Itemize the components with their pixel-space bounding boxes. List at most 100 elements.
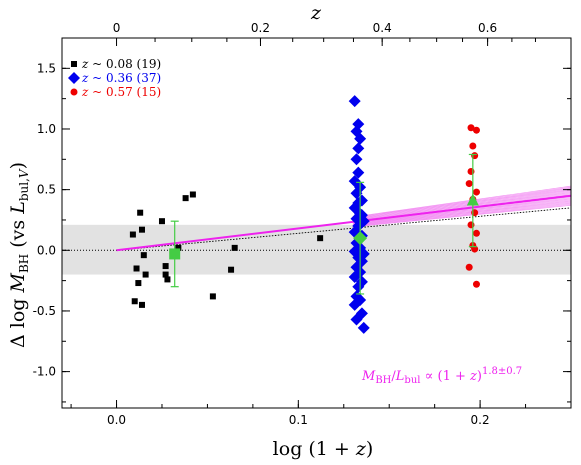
data-point <box>472 280 480 288</box>
data-point <box>348 298 361 311</box>
data-point <box>467 167 475 175</box>
data-point <box>158 218 165 225</box>
y-tick-label: 0.5 <box>37 183 56 197</box>
data-point <box>142 271 149 278</box>
data-point <box>350 313 363 326</box>
x-tick-label: 0.0 <box>107 413 126 427</box>
axes-layer: 0.0 0.1 0.2 0 0.2 0.4 0.6 -1.0 -0.5 0.0 0.5 1.0 1.5 <box>33 21 572 427</box>
fit-uncertainty-hatch <box>352 203 571 227</box>
top-axis-title: z <box>310 2 322 24</box>
reference-line <box>116 207 571 251</box>
data-point <box>317 235 324 242</box>
data-point <box>348 270 361 283</box>
fit-uncertainty-hatch <box>352 193 571 222</box>
x-tick-label: 0.1 <box>289 413 308 427</box>
top-tick-label: 0.2 <box>251 21 270 35</box>
data-point <box>465 180 473 188</box>
data-point <box>228 266 235 273</box>
data-point <box>129 231 136 238</box>
data-point <box>131 298 138 305</box>
data-point <box>469 142 477 150</box>
legend-entry: z ~ 0.57 (15) <box>81 85 161 99</box>
data-point <box>209 293 216 300</box>
data-point <box>467 221 475 229</box>
data-point <box>135 280 142 287</box>
top-tick-label: 0.6 <box>478 21 497 35</box>
data-point <box>472 229 480 237</box>
data-point <box>471 245 479 253</box>
y-tick-label: 1.0 <box>37 122 56 136</box>
fit-uncertainty-hatch <box>352 188 571 219</box>
data-point <box>137 209 144 216</box>
data-point <box>348 95 361 108</box>
fit-uncertainty-hatch <box>352 200 571 226</box>
data-point <box>348 245 361 258</box>
fit-uncertainty-hatch <box>352 201 571 226</box>
y-axis-title: Δ log MBH (vs Lbul,V) <box>7 162 31 348</box>
fit-uncertainty-hatch <box>352 191 571 221</box>
y-tick-label: 1.5 <box>37 61 56 75</box>
fit-uncertainty-hatch <box>352 202 571 227</box>
data-point <box>352 118 365 131</box>
data-point <box>355 209 368 222</box>
fit-uncertainty-hatch <box>352 204 571 228</box>
data-point <box>140 252 147 259</box>
relation-annotation: MBH/Lbul ∝ (1 + z)1.8±0.7 <box>361 366 522 386</box>
data-point <box>354 132 367 145</box>
data-point <box>350 187 363 200</box>
plot-frame <box>61 37 572 409</box>
top-tick-label: 0.4 <box>373 21 392 35</box>
legend-marker <box>71 61 77 67</box>
x-tick-label: 0.2 <box>471 413 490 427</box>
scatter-band-layer <box>62 224 571 275</box>
fit-uncertainty-hatch <box>352 190 571 220</box>
y-tick-label: -0.5 <box>33 304 56 318</box>
data-point <box>472 188 480 196</box>
svg-text:Δ log MBH (vs Lbul,V): Δ log MBH (vs Lbul,V) <box>7 162 31 348</box>
data-point <box>162 263 169 270</box>
mean-marker <box>353 231 368 246</box>
fit-line <box>116 194 571 252</box>
data-point <box>352 142 365 155</box>
data-point <box>471 152 479 160</box>
legend: z ~ 0.08 (19)z ~ 0.36 (37)z ~ 0.57 (15) <box>68 57 161 99</box>
scatter-band <box>62 224 571 275</box>
data-point <box>465 263 473 271</box>
data-point <box>138 226 145 233</box>
fit-layer <box>116 185 571 252</box>
data-point <box>352 166 365 179</box>
data-point <box>357 321 370 334</box>
legend-entry: z ~ 0.36 (37) <box>81 71 161 85</box>
legend-entry: z ~ 0.08 (19) <box>81 57 161 71</box>
fit-uncertainty-hatch <box>352 185 571 218</box>
mean-layer <box>169 153 479 295</box>
legend-marker <box>70 88 78 96</box>
legend-marker <box>68 72 80 84</box>
fit-uncertainty-hatch <box>352 199 571 225</box>
data-point <box>350 153 363 166</box>
data-point <box>352 280 365 293</box>
data-point <box>471 209 479 217</box>
fit-uncertainty-hatch <box>352 197 571 224</box>
fit-uncertainty-hatch <box>352 186 571 218</box>
data-point <box>231 244 238 251</box>
y-tick-label: -1.0 <box>33 365 56 379</box>
mean-marker <box>169 248 181 260</box>
data-point <box>189 191 196 198</box>
fit-uncertainty-hatch <box>352 187 571 219</box>
x-axis-title: log (1 + z) <box>273 438 374 460</box>
top-tick-label: 0 <box>113 21 121 35</box>
fit-uncertainty-hatch <box>352 192 571 221</box>
fit-uncertainty-hatch <box>352 198 571 224</box>
data-point <box>164 276 171 283</box>
data-point <box>133 265 140 272</box>
data-point <box>472 126 480 134</box>
data-point <box>138 301 145 308</box>
data-point <box>182 195 189 202</box>
mean-marker <box>466 193 479 206</box>
data-point <box>175 244 182 251</box>
y-tick-label: 0.0 <box>37 243 56 257</box>
data-point <box>162 271 169 278</box>
data-point <box>467 124 475 132</box>
